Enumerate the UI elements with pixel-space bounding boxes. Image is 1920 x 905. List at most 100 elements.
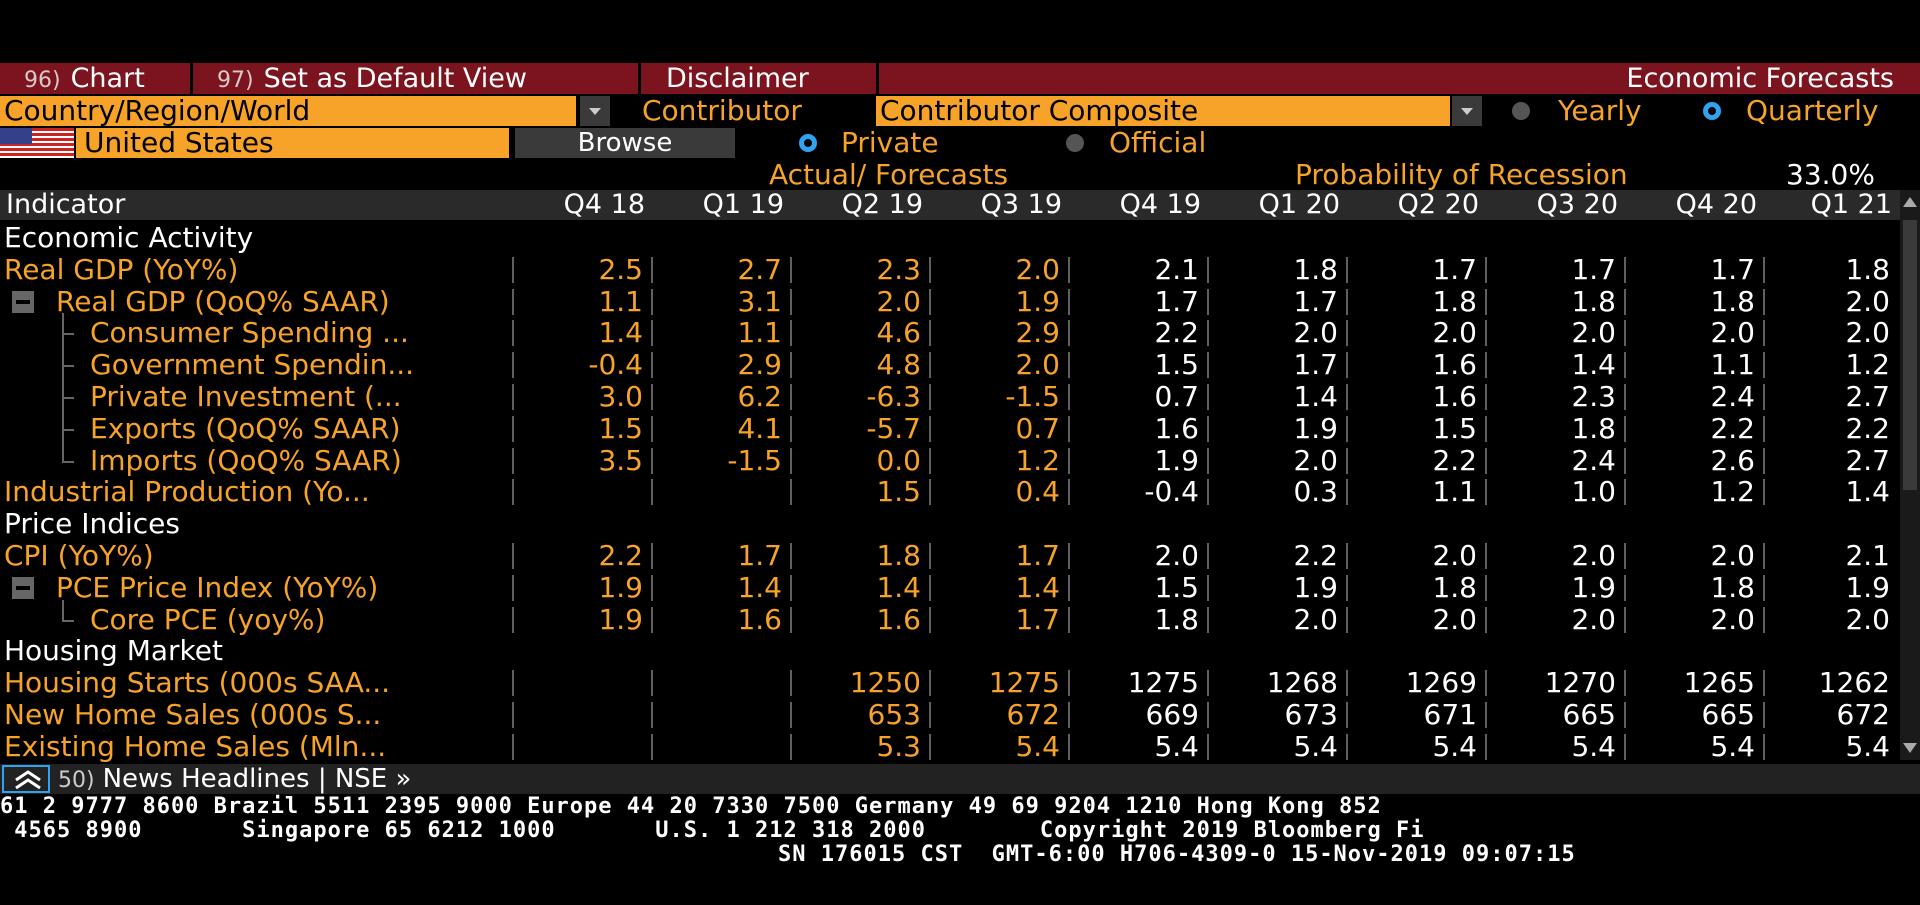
value-cell[interactable] — [514, 667, 653, 699]
indicator-label[interactable]: Imports (QoQ% SAAR) — [90, 443, 402, 477]
value-cell[interactable]: 1.7 — [1293, 348, 1338, 382]
value-cell[interactable]: 2.0 — [1015, 348, 1060, 382]
scrollbar-thumb[interactable] — [1903, 220, 1917, 490]
value-cell[interactable]: 1.2 — [1015, 443, 1060, 477]
chart-button[interactable]: 96) Chart — [0, 63, 193, 94]
value-cell[interactable] — [653, 667, 792, 699]
value-cell[interactable]: -6.3 — [866, 380, 921, 413]
value-cell[interactable] — [653, 476, 792, 508]
table-row[interactable]: CPI (YoY%) 2.2 1.7 1.8 1.7 2.0 2.2 2.0 2.0 2.0 2.1 — [0, 540, 1900, 572]
value-cell[interactable]: 1.4 — [737, 570, 782, 604]
indicator-label[interactable]: Core PCE (yoy%) — [90, 602, 326, 636]
indicator-label[interactable]: Real GDP (YoY%) — [4, 252, 239, 286]
value-cell[interactable]: 2.0 — [1432, 602, 1477, 636]
quarterly-label[interactable]: Quarterly — [1746, 94, 1879, 127]
value-cell[interactable]: 1.5 — [598, 411, 643, 445]
value-cell[interactable]: 1.6 — [1154, 411, 1199, 445]
value-cell[interactable]: 2.0 — [1571, 539, 1616, 572]
contributor-dropdown-arrow-icon[interactable] — [1452, 96, 1482, 126]
value-cell[interactable]: 4.6 — [876, 316, 921, 350]
value-cell[interactable]: 1.8 — [1432, 284, 1477, 318]
value-cell[interactable] — [653, 699, 792, 731]
value-cell[interactable]: 1.7 — [1571, 252, 1616, 286]
value-cell[interactable]: 5.4 — [1432, 729, 1477, 763]
set-default-view-button[interactable]: 97) Set as Default View — [193, 63, 641, 94]
value-cell[interactable]: 1.7 — [1293, 284, 1338, 318]
value-cell[interactable] — [514, 699, 653, 731]
value-cell[interactable]: 5.4 — [1293, 729, 1338, 763]
value-cell[interactable]: 1.4 — [1571, 348, 1616, 382]
value-cell[interactable]: 2.5 — [598, 252, 643, 286]
table-row[interactable]: Consumer Spending ... 1.4 1.1 4.6 2.9 2.2 2.0 2… — [0, 313, 1900, 350]
indicator-label[interactable]: Housing Starts (000s SAA... — [4, 666, 391, 700]
collapse-minus-icon[interactable] — [12, 576, 34, 599]
value-cell[interactable]: 2.0 — [1015, 252, 1060, 286]
indicator-label[interactable]: Existing Home Sales (Mln... — [4, 729, 387, 763]
quarterly-radio[interactable] — [1703, 102, 1721, 120]
value-cell[interactable]: 2.6 — [1710, 443, 1755, 477]
value-cell[interactable]: 1275 — [988, 666, 1060, 700]
value-cell[interactable]: 5.4 — [1845, 729, 1890, 763]
value-cell[interactable]: 2.4 — [1710, 380, 1755, 413]
value-cell[interactable]: 1.1 — [598, 284, 643, 318]
value-cell[interactable]: 1265 — [1683, 666, 1755, 700]
value-cell[interactable]: 1.4 — [1015, 570, 1060, 604]
scroll-down-icon[interactable] — [1902, 742, 1918, 754]
value-cell[interactable]: 1.2 — [1845, 348, 1890, 382]
value-cell[interactable]: 1.5 — [1154, 570, 1199, 604]
value-cell[interactable]: 1250 — [849, 666, 921, 700]
value-cell[interactable]: 1.8 — [1432, 570, 1477, 604]
value-cell[interactable]: 2.2 — [1293, 539, 1338, 572]
value-cell[interactable]: 1275 — [1127, 666, 1199, 700]
private-radio[interactable] — [799, 134, 817, 152]
collapse-minus-icon[interactable] — [12, 290, 34, 313]
value-cell[interactable]: 1.9 — [1293, 411, 1338, 445]
value-cell[interactable]: 672 — [1006, 698, 1060, 731]
news-bar[interactable] — [0, 764, 1920, 794]
indicator-label[interactable]: Consumer Spending ... — [90, 316, 409, 350]
value-cell[interactable]: 2.0 — [1571, 316, 1616, 350]
private-label[interactable]: Private — [841, 126, 939, 159]
indicator-label[interactable]: Government Spendin... — [90, 348, 415, 382]
value-cell[interactable] — [653, 731, 792, 763]
value-cell[interactable]: 5.4 — [1015, 729, 1060, 763]
value-cell[interactable]: 1.8 — [1571, 284, 1616, 318]
value-cell[interactable]: 0.4 — [1015, 475, 1060, 509]
news-headlines-link[interactable]: 50) News Headlines | NSE » — [58, 764, 411, 794]
contributor-select[interactable]: Contributor Composite — [876, 96, 1450, 126]
value-cell[interactable] — [514, 731, 653, 763]
value-cell[interactable]: 1.7 — [1015, 602, 1060, 636]
region-dropdown-arrow-icon[interactable] — [580, 96, 610, 126]
value-cell[interactable]: 1.5 — [1154, 348, 1199, 382]
value-cell[interactable]: 1.9 — [1845, 570, 1890, 604]
value-cell[interactable]: 1.1 — [737, 316, 782, 350]
table-row[interactable]: Housing Starts (000s SAA... 1250 1275 1275 1… — [0, 667, 1900, 699]
value-cell[interactable]: 1.9 — [598, 602, 643, 636]
browse-button[interactable]: Browse — [515, 128, 735, 158]
value-cell[interactable]: 4.8 — [876, 348, 921, 382]
value-cell[interactable]: 1.2 — [1710, 475, 1755, 509]
value-cell[interactable]: 2.7 — [1845, 443, 1890, 477]
region-select[interactable]: Country/Region/World — [0, 96, 576, 126]
value-cell[interactable]: 1269 — [1405, 666, 1477, 700]
value-cell[interactable] — [514, 476, 653, 508]
value-cell[interactable]: 1.4 — [1845, 475, 1890, 509]
value-cell[interactable]: 1.5 — [876, 475, 921, 509]
table-row[interactable]: Private Investment (... 3.0 6.2 -6.3 -1.5 0.7… — [0, 377, 1900, 413]
table-row[interactable]: New Home Sales (000s S... 653 672 669 673 671… — [0, 699, 1900, 731]
value-cell[interactable]: 2.3 — [1571, 380, 1616, 413]
value-cell[interactable]: 1.7 — [1154, 284, 1199, 318]
table-row[interactable]: Real GDP (QoQ% SAAR) 1.1 3.1 2.0 1.9 1.7 1.7 1.… — [0, 284, 1900, 318]
value-cell[interactable]: 1.6 — [1432, 348, 1477, 382]
yearly-label[interactable]: Yearly — [1558, 94, 1642, 127]
indicator-label[interactable]: Private Investment (... — [90, 380, 402, 413]
value-cell[interactable]: 672 — [1836, 698, 1890, 731]
collapse-chevrons-icon[interactable] — [2, 765, 50, 793]
indicator-label[interactable]: Exports (QoQ% SAAR) — [90, 411, 401, 445]
table-row[interactable]: PCE Price Index (YoY%) 1.9 1.4 1.4 1.4 1.5 1.9… — [0, 570, 1900, 604]
value-cell[interactable]: 2.2 — [1710, 411, 1755, 445]
value-cell[interactable]: 1.7 — [1710, 252, 1755, 286]
official-radio[interactable] — [1066, 134, 1084, 152]
value-cell[interactable]: 1268 — [1266, 666, 1338, 700]
value-cell[interactable]: 2.1 — [1845, 539, 1890, 572]
